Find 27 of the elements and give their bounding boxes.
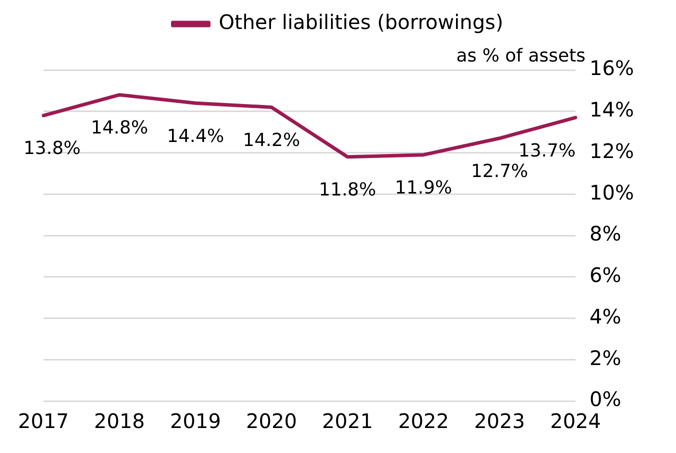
y-tick-label: 10% <box>590 180 634 204</box>
y-tick-label: 12% <box>590 138 634 163</box>
data-label: 12.7% <box>470 160 528 182</box>
x-tick-label: 2020 <box>246 409 297 434</box>
y-tick-label: 0% <box>590 387 622 412</box>
data-label: 13.7% <box>518 140 576 162</box>
data-label: 11.8% <box>318 180 376 201</box>
x-tick-label: 2022 <box>398 409 449 434</box>
y-tick-label: 16% <box>590 56 634 80</box>
data-label: 14.8% <box>90 117 148 138</box>
y-axis-title: as % of assets <box>456 46 586 67</box>
y-tick-label: 4% <box>590 304 622 328</box>
y-tick-label: 8% <box>590 222 622 246</box>
x-tick-label: 2019 <box>170 409 221 434</box>
x-tick-label: 2021 <box>322 409 373 434</box>
data-label: 13.8% <box>23 138 81 160</box>
x-tick-label: 2017 <box>18 409 69 434</box>
data-label: 11.9% <box>394 177 452 198</box>
data-label: 14.4% <box>166 126 224 147</box>
y-tick-label: 14% <box>590 98 634 122</box>
data-label: 14.2% <box>242 130 300 151</box>
y-tick-label: 6% <box>590 263 622 288</box>
legend-label: Other liabilities (borrowings) <box>218 10 504 34</box>
x-tick-label: 2023 <box>474 409 525 434</box>
x-tick-label: 2024 <box>550 409 601 434</box>
y-tick-label: 2% <box>590 346 622 370</box>
x-tick-label: 2018 <box>94 409 145 434</box>
